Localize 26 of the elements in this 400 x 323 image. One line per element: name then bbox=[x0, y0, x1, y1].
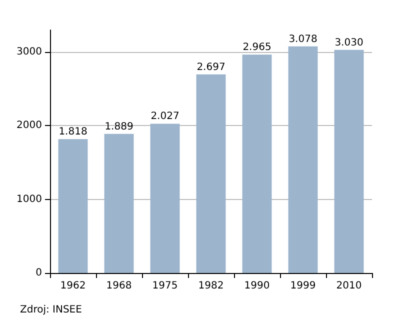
bar bbox=[242, 54, 272, 273]
x-tick-label: 1982 bbox=[198, 280, 224, 292]
y-tick-label: 2000 bbox=[16, 120, 42, 132]
data-label: 3.078 bbox=[288, 34, 318, 45]
bar bbox=[288, 46, 318, 273]
x-tick-label: 1968 bbox=[106, 280, 132, 292]
bar bbox=[58, 139, 88, 273]
bar bbox=[150, 124, 180, 273]
y-tick-label: 0 bbox=[36, 268, 42, 278]
data-label: 1.818 bbox=[58, 126, 88, 138]
data-label: 1.889 bbox=[104, 121, 134, 132]
data-label: 2.027 bbox=[150, 111, 180, 122]
y-tick-label: 3000 bbox=[16, 46, 42, 58]
x-tick-label: 2010 bbox=[336, 280, 362, 292]
bar bbox=[334, 50, 364, 273]
x-tick-label: 1990 bbox=[244, 280, 270, 292]
bar bbox=[104, 134, 134, 273]
x-tick-label: 1962 bbox=[60, 280, 86, 292]
bar bbox=[196, 74, 226, 273]
data-label: 2.697 bbox=[196, 62, 226, 73]
data-label: 2.965 bbox=[242, 42, 272, 54]
data-label: 3.030 bbox=[334, 37, 364, 48]
x-tick-label: 1999 bbox=[290, 280, 316, 292]
text: Zdroj: INSEE bbox=[20, 304, 82, 316]
x-tick-label: 1975 bbox=[152, 280, 178, 292]
y-tick-label: 1000 bbox=[16, 194, 42, 205]
